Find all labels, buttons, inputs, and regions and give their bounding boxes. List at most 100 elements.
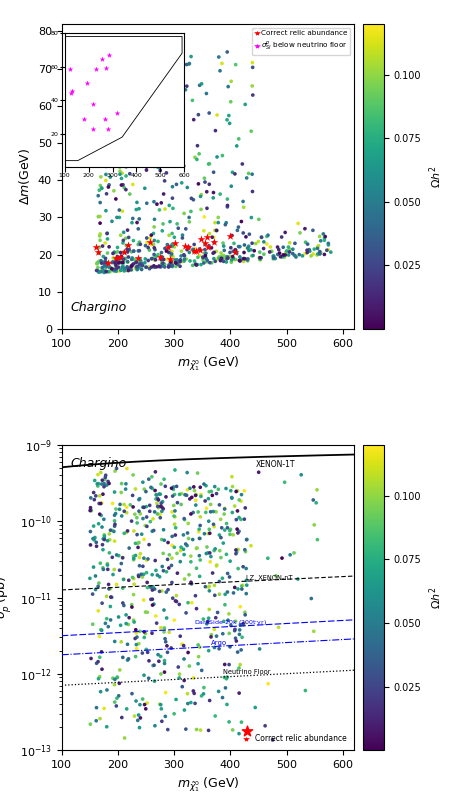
Point bbox=[257, 251, 265, 264]
Point bbox=[242, 231, 250, 243]
Point bbox=[255, 235, 262, 248]
Point bbox=[166, 252, 174, 265]
Point bbox=[105, 265, 112, 278]
Point bbox=[93, 701, 100, 714]
Point bbox=[205, 580, 213, 593]
Point bbox=[205, 603, 213, 616]
Point bbox=[220, 252, 228, 265]
Point bbox=[237, 495, 245, 508]
Point bbox=[179, 123, 186, 136]
Point bbox=[158, 247, 165, 259]
Point bbox=[241, 239, 248, 251]
Point bbox=[206, 527, 214, 539]
Point bbox=[100, 477, 108, 490]
Point bbox=[244, 725, 251, 737]
Point bbox=[94, 257, 101, 270]
Point bbox=[148, 482, 156, 495]
Point bbox=[250, 244, 258, 257]
Point bbox=[215, 50, 223, 63]
Point bbox=[161, 622, 168, 634]
Point bbox=[249, 249, 257, 262]
Point bbox=[136, 258, 143, 271]
Legend: Correct relic abundance, $\sigma_{SI}^p$ below neutrino floor: Correct relic abundance, $\sigma_{SI}^p$… bbox=[252, 28, 350, 55]
Point bbox=[180, 248, 188, 261]
Point bbox=[120, 181, 128, 194]
Point bbox=[175, 672, 183, 685]
Point bbox=[205, 581, 212, 594]
Point bbox=[151, 254, 159, 267]
Point bbox=[186, 482, 194, 495]
Point bbox=[210, 579, 218, 592]
Point bbox=[97, 171, 105, 184]
Point bbox=[217, 188, 224, 200]
Point bbox=[196, 79, 203, 92]
Point bbox=[144, 581, 151, 594]
Point bbox=[124, 262, 132, 275]
Point bbox=[108, 215, 116, 227]
Point bbox=[140, 568, 147, 581]
Point bbox=[128, 216, 136, 229]
Point bbox=[107, 262, 115, 275]
Point bbox=[241, 98, 249, 111]
Point bbox=[98, 264, 105, 277]
Point bbox=[240, 201, 247, 214]
Point bbox=[109, 263, 117, 275]
Point bbox=[128, 515, 136, 527]
Point bbox=[163, 565, 170, 578]
Point bbox=[233, 634, 240, 647]
Point bbox=[217, 247, 225, 259]
Point bbox=[125, 261, 132, 274]
Point bbox=[150, 251, 157, 264]
Point bbox=[167, 249, 175, 262]
Point bbox=[237, 600, 244, 613]
Point bbox=[170, 113, 178, 125]
Point bbox=[221, 598, 229, 611]
Point bbox=[118, 261, 126, 274]
Point bbox=[128, 152, 136, 164]
Point bbox=[135, 238, 142, 251]
Point bbox=[146, 235, 154, 248]
Point bbox=[102, 469, 109, 482]
Point bbox=[219, 627, 227, 640]
Point bbox=[101, 255, 109, 267]
Point bbox=[153, 260, 160, 273]
Point bbox=[248, 250, 255, 263]
Point bbox=[278, 251, 286, 263]
Point bbox=[122, 169, 130, 182]
Point bbox=[107, 261, 114, 274]
Point bbox=[291, 237, 299, 250]
Point bbox=[228, 75, 235, 88]
Point bbox=[113, 211, 121, 223]
Point bbox=[317, 235, 325, 247]
Point bbox=[161, 666, 168, 678]
Point bbox=[152, 564, 160, 577]
Text: DarkSide-20k (200t$\cdot$yr): DarkSide-20k (200t$\cdot$yr) bbox=[194, 618, 267, 626]
Point bbox=[231, 243, 239, 256]
Point bbox=[231, 500, 238, 512]
Point bbox=[119, 597, 127, 610]
Point bbox=[91, 531, 99, 544]
Point bbox=[100, 533, 108, 546]
Point bbox=[239, 579, 246, 591]
Point bbox=[120, 253, 128, 266]
Point bbox=[99, 539, 106, 551]
Point bbox=[316, 245, 324, 258]
Point bbox=[148, 470, 155, 483]
Point bbox=[163, 586, 170, 598]
Point bbox=[141, 99, 148, 112]
Point bbox=[112, 253, 120, 266]
Point bbox=[168, 240, 176, 253]
Point bbox=[163, 611, 171, 624]
Point bbox=[171, 240, 178, 253]
Point bbox=[185, 211, 193, 223]
Point bbox=[104, 559, 111, 571]
Point bbox=[244, 242, 252, 255]
Point bbox=[111, 519, 118, 532]
Point bbox=[120, 599, 128, 612]
Point bbox=[131, 136, 139, 149]
Point bbox=[231, 624, 238, 637]
Point bbox=[94, 189, 102, 202]
Point bbox=[119, 234, 127, 247]
Point bbox=[204, 241, 212, 254]
Point bbox=[220, 615, 228, 628]
